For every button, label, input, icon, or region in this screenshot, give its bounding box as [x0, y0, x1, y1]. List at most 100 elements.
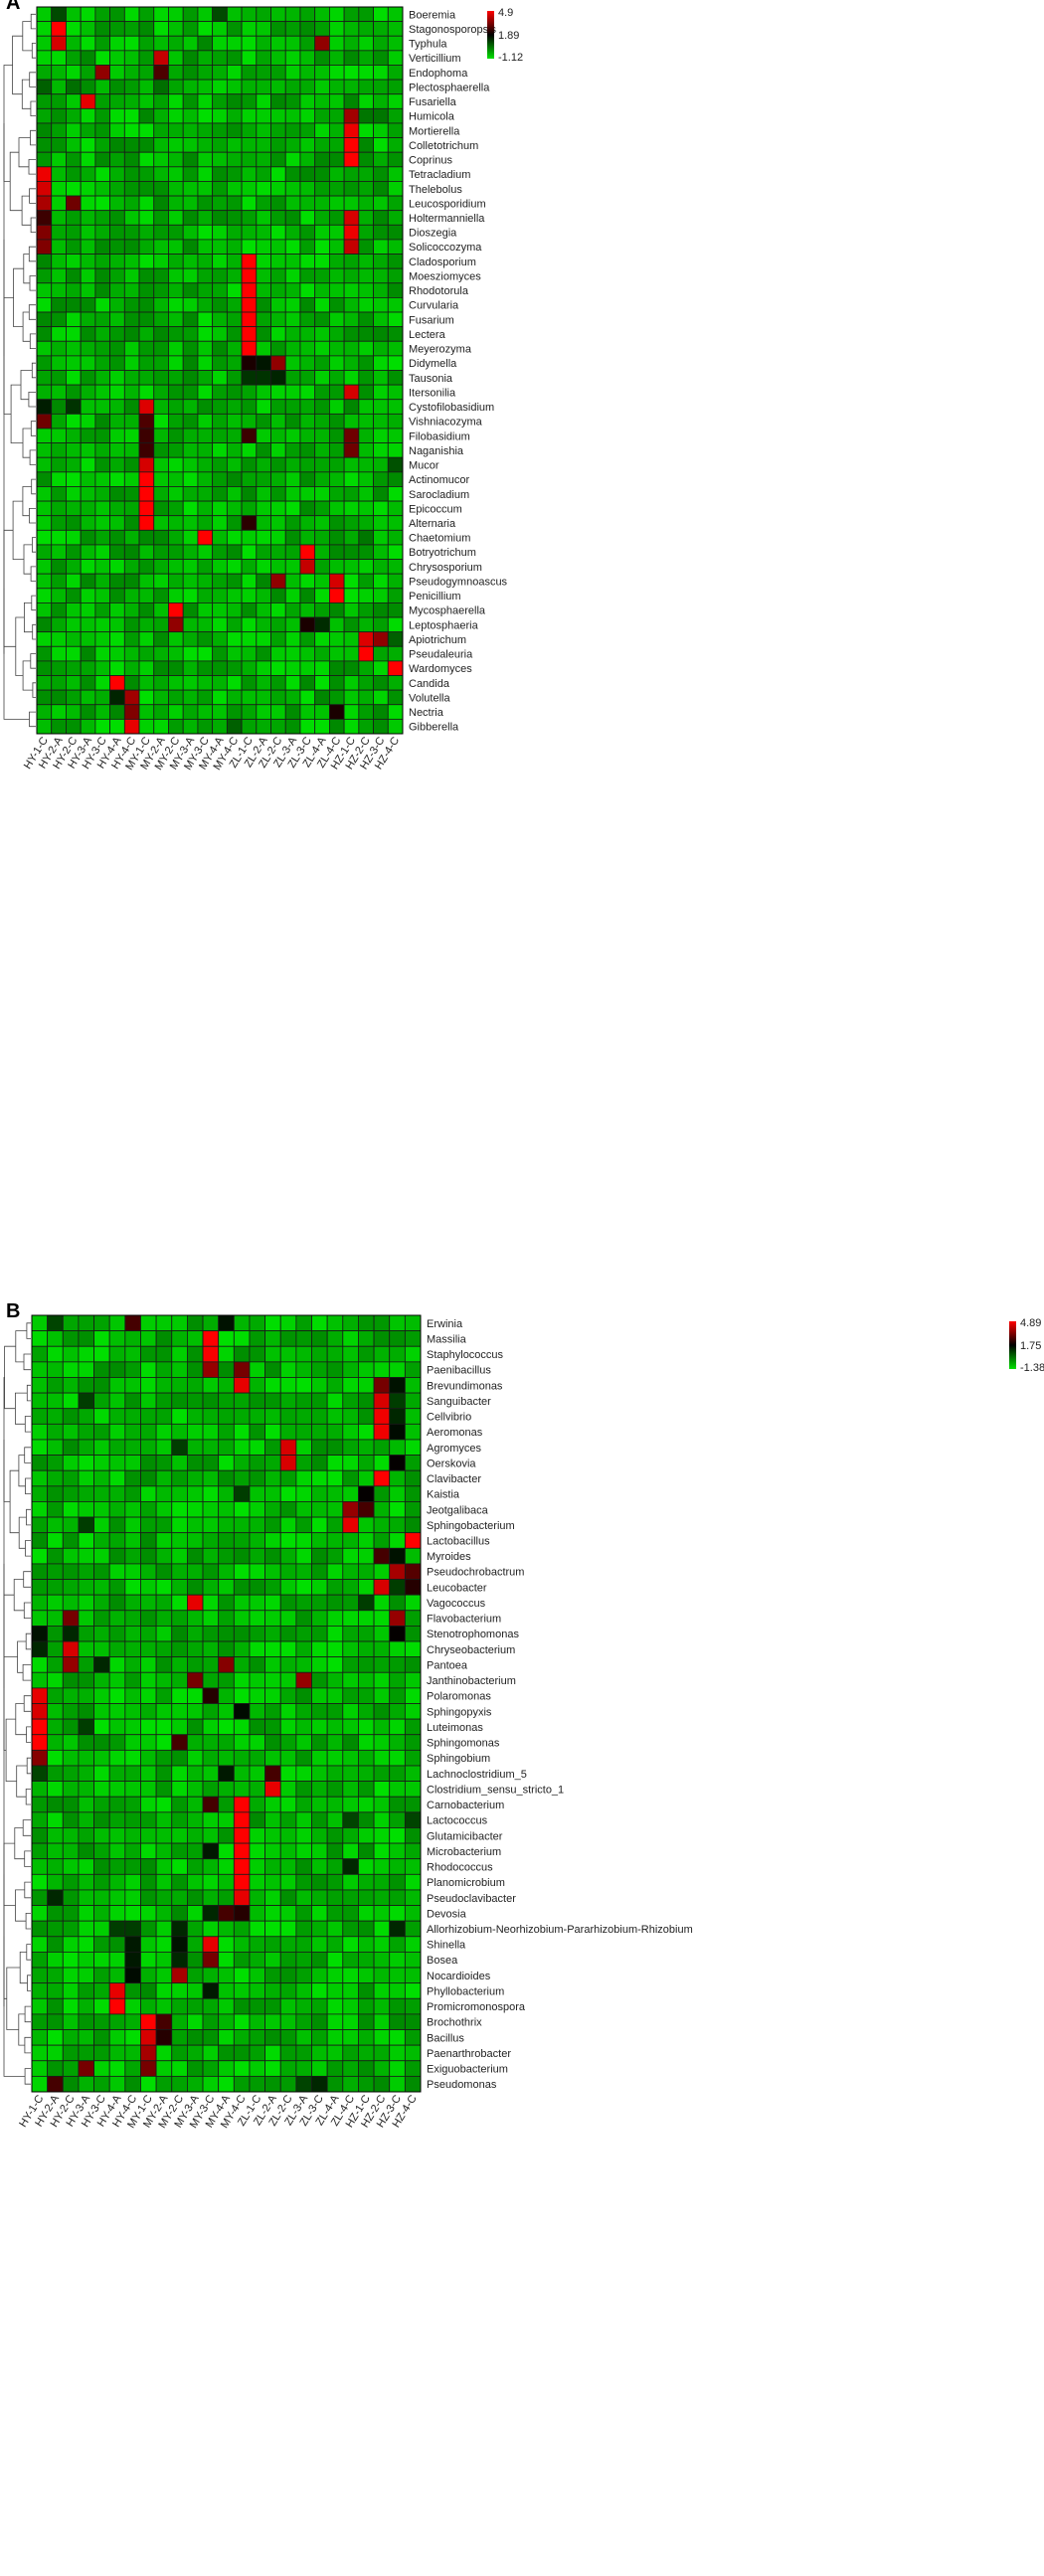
heatmap-cell — [140, 1594, 157, 1612]
heatmap-cell — [155, 1842, 173, 1860]
heatmap-cell — [299, 137, 316, 153]
heatmap-cell — [373, 1936, 391, 1953]
heatmap-cell — [295, 1640, 312, 1658]
heatmap-cell — [124, 1858, 141, 1875]
dendrogram-branch — [24, 1850, 31, 1867]
heatmap-cell — [299, 195, 316, 212]
heatmap-cell — [168, 529, 184, 546]
heatmap-cell — [197, 6, 214, 23]
heatmap-cell — [328, 326, 345, 342]
heatmap-cell — [93, 1781, 110, 1798]
heatmap-cell — [226, 166, 243, 182]
heatmap-cell — [186, 1703, 204, 1720]
heatmap-cell — [51, 166, 67, 182]
heatmap-cell — [186, 2013, 204, 2030]
heatmap-cell — [389, 1749, 406, 1767]
heatmap-cell — [328, 65, 345, 81]
dendrogram-branch — [32, 623, 36, 640]
heatmap-cell — [249, 1952, 266, 1969]
heatmap-cell — [80, 689, 96, 706]
heatmap-cell — [256, 486, 271, 502]
heatmap-cell — [358, 1408, 375, 1425]
heatmap-cell — [342, 1718, 359, 1736]
heatmap-cell — [123, 602, 140, 618]
heatmap-cell — [264, 1579, 281, 1596]
heatmap-cell — [387, 122, 404, 138]
heatmap-cell — [186, 1314, 204, 1332]
heatmap-cell — [202, 2075, 220, 2093]
heatmap-cell — [123, 442, 140, 458]
heatmap-cell — [93, 1952, 110, 1969]
dendrogram-branch — [29, 72, 36, 87]
heatmap-cell — [404, 1579, 422, 1596]
heatmap-cell — [256, 151, 271, 168]
heatmap-cell — [241, 500, 258, 517]
heatmap-cell — [373, 544, 389, 560]
heatmap-cell — [256, 107, 271, 124]
heatmap-cell — [153, 456, 169, 473]
heatmap-cell — [51, 529, 67, 546]
heatmap-cell — [342, 1640, 359, 1658]
heatmap-cell — [279, 1936, 297, 1953]
heatmap-cell — [197, 93, 214, 109]
heatmap-cell — [78, 1873, 94, 1891]
heatmap-cell — [358, 1610, 375, 1627]
heatmap-cell — [249, 1905, 266, 1922]
heatmap-cell — [36, 21, 53, 37]
heatmap-cell — [109, 21, 125, 37]
row-label: Candida — [409, 678, 450, 690]
heatmap-cell — [80, 645, 96, 662]
heatmap-cell — [155, 2029, 173, 2046]
heatmap-cell — [155, 1594, 173, 1612]
heatmap-cell — [155, 1827, 173, 1844]
heatmap-cell — [212, 529, 228, 546]
dendrogram-branch — [3, 65, 13, 182]
heatmap-cell — [326, 1640, 344, 1658]
heatmap-cell — [78, 1765, 94, 1782]
heatmap-cell — [343, 267, 360, 284]
heatmap-cell — [51, 6, 67, 23]
heatmap-cell — [155, 1936, 173, 1953]
heatmap-cell — [284, 65, 301, 81]
heatmap-cell — [314, 602, 330, 618]
heatmap-cell — [36, 471, 53, 487]
heatmap-cell — [373, 166, 389, 182]
heatmap-cell — [78, 1579, 94, 1596]
heatmap-cell — [186, 1594, 204, 1612]
heatmap-cell — [108, 1952, 126, 1969]
heatmap-cell — [314, 326, 330, 342]
heatmap-cell — [51, 137, 67, 153]
heatmap-cell — [270, 384, 286, 401]
heatmap-cell — [168, 456, 184, 473]
heatmap-cell — [218, 1330, 235, 1347]
heatmap-cell — [256, 689, 271, 706]
heatmap-cell — [78, 1671, 94, 1689]
heatmap-cell — [155, 2044, 173, 2062]
heatmap-cell — [326, 1330, 344, 1347]
heatmap-cell — [270, 442, 286, 458]
heatmap-cell — [404, 1330, 422, 1347]
dendrogram-branch — [24, 1447, 31, 1463]
heatmap-cell — [373, 1330, 391, 1347]
heatmap-cell — [66, 413, 82, 429]
heatmap-cell — [109, 500, 125, 517]
heatmap-cell — [124, 1687, 141, 1704]
row-label: Agromyces — [427, 1443, 482, 1455]
heatmap-cell — [249, 1532, 266, 1549]
heatmap-cell — [270, 122, 286, 138]
heatmap-cell — [295, 1796, 312, 1813]
heatmap-cell — [197, 296, 214, 313]
heatmap-cell — [404, 1516, 422, 1534]
heatmap-cell — [373, 384, 389, 401]
heatmap-cell — [171, 1718, 188, 1736]
heatmap-cell — [404, 1781, 422, 1798]
heatmap-cell — [138, 616, 155, 633]
heatmap-cell — [299, 544, 316, 560]
heatmap-cell — [373, 1469, 391, 1487]
heatmap-cell — [358, 122, 374, 138]
heatmap-cell — [36, 588, 53, 603]
heatmap-cell — [404, 1469, 422, 1487]
heatmap-cell — [31, 1765, 49, 1782]
heatmap-cell — [124, 1749, 141, 1767]
heatmap-cell — [389, 1967, 406, 1984]
